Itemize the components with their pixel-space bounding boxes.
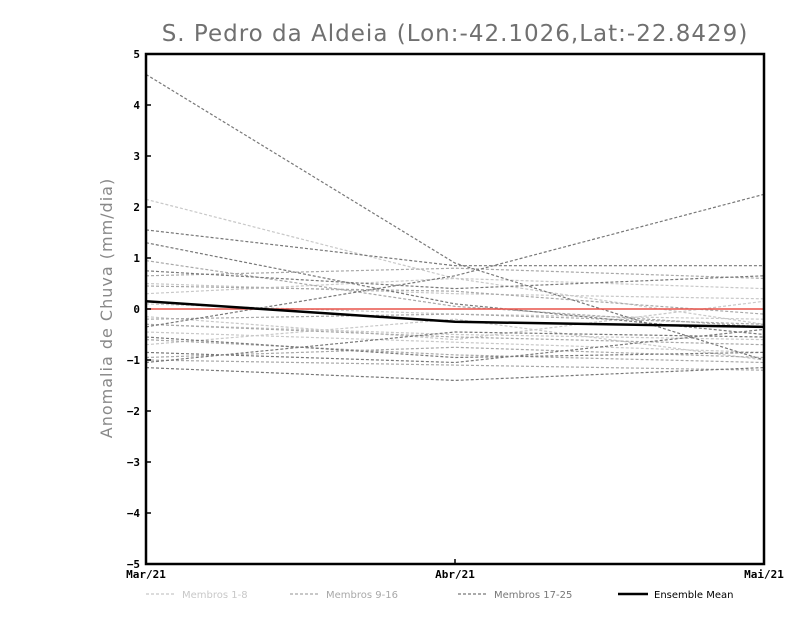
y-tick-label: 4 — [133, 99, 140, 112]
member-line-m04 — [145, 303, 765, 320]
member-line-m02 — [145, 282, 765, 300]
member-line-m05 — [145, 331, 765, 353]
legend-label-membros-17-25: Membros 17-25 — [494, 590, 572, 601]
y-tick-label: −4 — [127, 507, 141, 520]
x-axis: Mar/21 Abr/21 Mai/21 — [126, 559, 784, 581]
legend-label-membros-1-8: Membros 1-8 — [182, 590, 248, 601]
member-line-m14 — [145, 285, 765, 315]
member-line-m07 — [145, 318, 765, 361]
member-line-m16 — [145, 359, 765, 371]
member-line-m11 — [145, 267, 765, 279]
y-tick-label: 0 — [133, 303, 140, 316]
member-line-m24 — [145, 331, 765, 364]
y-axis: −5 −4 −3 −2 −1 0 1 2 3 4 5 — [127, 48, 151, 571]
member-line-m21 — [145, 270, 765, 290]
ensemble-mean-line — [145, 300, 765, 329]
member-line-m23 — [145, 328, 765, 364]
x-tick-label: Mai/21 — [744, 568, 784, 581]
member-line-m19 — [145, 229, 764, 267]
legend-label-membros-9-16: Membros 9-16 — [326, 590, 398, 601]
x-tick-label: Mar/21 — [126, 568, 166, 581]
member-line-m12 — [145, 313, 765, 325]
y-tick-label: 1 — [133, 252, 140, 265]
member-line-m22 — [145, 367, 765, 382]
member-line-m18 — [145, 193, 765, 328]
x-tick-label: Abr/21 — [435, 568, 475, 581]
member-line-m25 — [145, 336, 765, 359]
y-tick-label: −2 — [127, 405, 140, 418]
legend-label-ensemble-mean: Ensemble Mean — [654, 590, 733, 601]
y-tick-label: 5 — [133, 48, 140, 61]
y-tick-label: 2 — [133, 201, 140, 214]
y-tick-label: 3 — [133, 150, 140, 163]
member-line-m15 — [145, 323, 765, 346]
ensemble-mean-layer — [145, 300, 765, 329]
member-line-m01 — [145, 198, 765, 325]
member-line-m08 — [145, 300, 765, 341]
member-line-m10 — [145, 339, 765, 364]
chart-title: S. Pedro da Aldeia (Lon:-42.1026,Lat:-22… — [162, 21, 749, 47]
member-line-m17 — [145, 73, 765, 361]
y-tick-label: −5 — [127, 558, 140, 571]
member-line-m09 — [145, 260, 765, 328]
y-tick-label: −1 — [127, 354, 141, 367]
member-line-m03 — [145, 323, 765, 341]
y-tick-label: −3 — [127, 456, 140, 469]
member-line-m06 — [145, 277, 765, 295]
y-axis-label: Anomalia de Chuva (mm/dia) — [97, 178, 116, 438]
legend: Membros 1-8 Membros 9-16 Membros 17-25 Ense… — [146, 590, 733, 601]
series-layer — [145, 73, 765, 382]
